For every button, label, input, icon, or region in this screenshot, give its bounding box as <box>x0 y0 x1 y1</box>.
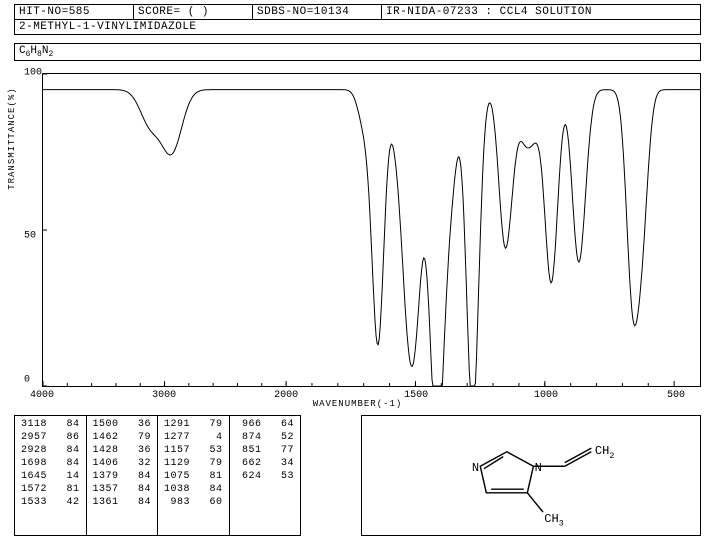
n-atom-2: N <box>472 461 479 475</box>
ch2-label: CH2 <box>595 444 615 461</box>
n-atom-1: N <box>535 461 542 475</box>
ir-info-cell: IR-NIDA-07233 : CCL4 SOLUTION <box>382 5 700 19</box>
structure-svg: N N CH2 CH3 <box>362 416 700 535</box>
x-tick-2000: 2000 <box>274 390 298 401</box>
peak-row: 1645 14 <box>21 470 80 483</box>
spectrum-svg <box>43 74 700 386</box>
chart-box <box>42 73 701 387</box>
y-tick-100: 100 <box>24 68 42 79</box>
ch3-label: CH3 <box>544 512 564 529</box>
bottom-area: 3118 842957 862928 841698 841645 141572 … <box>14 415 701 536</box>
peak-col-2: 1291 791277 41157 531129 791075 811038 8… <box>158 416 230 535</box>
peak-row: 1291 79 <box>164 418 223 431</box>
y-axis-label: TRANSMITTANCE(%) <box>7 88 17 190</box>
peak-row: 1038 84 <box>164 483 223 496</box>
y-tick-0: 0 <box>24 375 30 386</box>
compound-name: 2-METHYL-1-VINYLIMIDAZOLE <box>14 20 701 35</box>
spectrum-chart: TRANSMITTANCE(%) 100 50 0 WAVENUMBER(-1)… <box>14 65 701 407</box>
peak-row: 662 34 <box>236 457 295 470</box>
peak-row: 1361 84 <box>93 496 152 509</box>
peak-row: 1406 32 <box>93 457 152 470</box>
peak-row: 851 77 <box>236 444 295 457</box>
peak-col-1: 1500 361462 791428 361406 321379 841357 … <box>87 416 159 535</box>
peak-row: 1462 79 <box>93 431 152 444</box>
peak-row: 1075 81 <box>164 470 223 483</box>
score-cell: SCORE= ( ) <box>134 5 253 19</box>
x-tick-1000: 1000 <box>534 390 558 401</box>
peak-row: 2957 86 <box>21 431 80 444</box>
structure-box: N N CH2 CH3 <box>361 415 701 536</box>
header-row: HIT-NO=585 SCORE= ( ) SDBS-NO=10134 IR-N… <box>14 4 701 20</box>
peak-row: 3118 84 <box>21 418 80 431</box>
peak-row: 1500 36 <box>93 418 152 431</box>
peak-row: 1277 4 <box>164 431 223 444</box>
peak-row: 1379 84 <box>93 470 152 483</box>
x-tick-4000: 4000 <box>30 390 54 401</box>
peak-row: 1572 81 <box>21 483 80 496</box>
peak-row: 874 52 <box>236 431 295 444</box>
peak-row: 1357 84 <box>93 483 152 496</box>
x-axis-label: WAVENUMBER(-1) <box>313 399 403 409</box>
peak-row: 983 60 <box>164 496 223 509</box>
y-tick-50: 50 <box>24 231 36 242</box>
hit-no-cell: HIT-NO=585 <box>15 5 134 19</box>
sdbs-no-cell: SDBS-NO=10134 <box>253 5 382 19</box>
peak-row <box>236 483 295 496</box>
peak-row: 1533 42 <box>21 496 80 509</box>
peak-row: 2928 84 <box>21 444 80 457</box>
peak-row: 966 64 <box>236 418 295 431</box>
x-tick-1500: 1500 <box>404 390 428 401</box>
x-tick-3000: 3000 <box>152 390 176 401</box>
peak-row: 1129 79 <box>164 457 223 470</box>
peak-row: 1157 53 <box>164 444 223 457</box>
peak-col-3: 966 64 874 52 851 77 662 34 624 53 <box>230 416 301 535</box>
peak-row: 1698 84 <box>21 457 80 470</box>
peak-row <box>236 496 295 509</box>
peak-row: 1428 36 <box>93 444 152 457</box>
x-tick-500: 500 <box>667 390 685 401</box>
peak-col-0: 3118 842957 862928 841698 841645 141572 … <box>15 416 87 535</box>
peak-row: 624 53 <box>236 470 295 483</box>
formula: C6H8N2 <box>14 43 701 61</box>
peak-table: 3118 842957 862928 841698 841645 141572 … <box>14 415 301 536</box>
